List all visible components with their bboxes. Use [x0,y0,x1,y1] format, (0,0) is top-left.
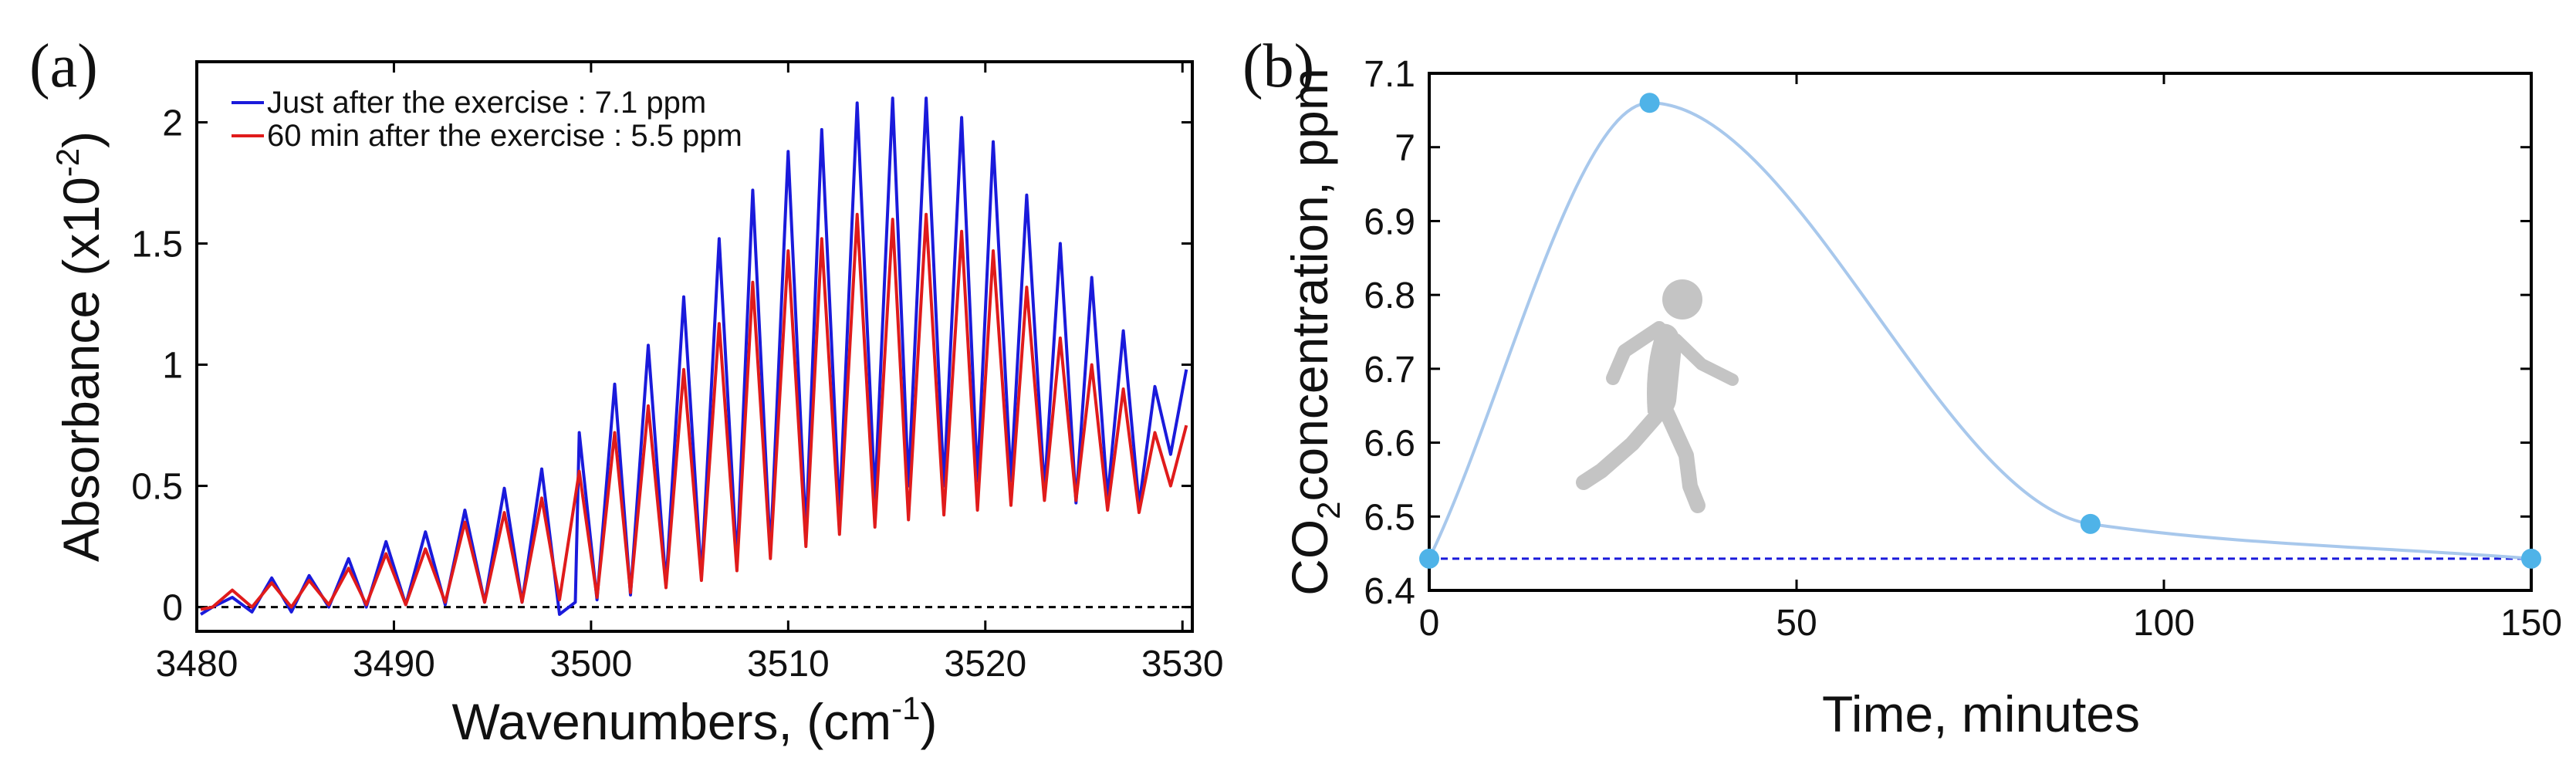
panel-b-y-tick-label: 7 [1394,128,1415,169]
panel-b-ylabel-subscript: 2 [1310,501,1347,519]
legend-label-just-after: Just after the exercise : 7.1 ppm [267,86,706,120]
panel-b-plot-area [1428,72,2533,592]
panel-a-x-tick-label: 3480 [156,644,238,685]
panel-a-xlabel-close: ) [921,693,938,750]
panel-b-x-tick-label: 150 [2500,603,2562,644]
panel-a-x-tick-label: 3490 [353,644,435,685]
panel-a-legend: Just after the exercise : 7.1 ppm 60 min… [232,86,742,153]
panel-b-y-tick-label: 7.1 [1364,54,1415,95]
panel-b-x-axis-label: Time, minutes [1822,685,2140,742]
panel-b-y-tick-label: 6.4 [1364,571,1415,612]
panel-b-x-ticks: 0 50 100 150 [1419,73,2562,644]
panel-b-ylabel-prefix: CO [1281,519,1338,596]
panel-b-x-tick-label: 50 [1776,603,1817,644]
panel-a-y-tick-label: 0 [162,588,183,629]
panel-b-label: (b) [1242,32,1314,100]
panel-a-ylabel-main: Absorbance (x10 [52,177,110,562]
panel-a-series [200,96,1188,616]
series-line-60-min [200,212,1188,611]
panel-b-y-tick-label: 6.8 [1364,276,1415,316]
panel-a-xlabel-main: Wavenumbers, (cm [451,693,891,750]
panel-a: (a) 0 0.5 1 1.5 2 3480 3490 3500 3510 3520 3530 J… [29,32,1224,750]
panel-a-x-tick-label: 3500 [550,644,633,685]
panel-a-y-tick-label: 2 [162,103,183,144]
panel-b-ylabel-suffix: concentration, ppm [1281,68,1338,501]
panel-a-x-ticks: 3480 3490 3500 3510 3520 3530 [156,62,1224,685]
panel-a-y-tick-label: 1 [162,346,183,387]
panel-a-y-tick-label: 1.5 [131,225,183,265]
panel-a-label: (a) [29,32,98,100]
panel-b-y-tick-label: 6.9 [1364,201,1415,242]
data-point-marker [2080,513,2101,534]
panel-a-y-axis-label: Absorbance (x10-2) [49,131,110,562]
panel-a-ylabel-close: ) [52,131,110,148]
panel-b: (b) 6.4 6.5 6.6 6.7 6.8 6.9 7 7.1 0 50 100 150 Tim… [1242,32,2562,742]
series-line-just-after [200,96,1188,616]
panel-a-x-tick-label: 3520 [944,644,1026,685]
panel-b-y-tick-label: 6.5 [1364,497,1415,538]
panel-b-y-tick-label: 6.7 [1364,350,1415,391]
panel-a-y-ticks: 0 0.5 1 1.5 2 [131,103,1192,629]
data-point-marker [1639,93,1660,113]
panel-b-y-ticks: 6.4 6.5 6.6 6.7 6.8 6.9 7 7.1 [1364,54,2531,612]
panel-a-xlabel-superscript: -1 [891,690,920,726]
legend-label-60-min: 60 min after the exercise : 5.5 ppm [267,119,742,153]
panel-a-x-axis-label: Wavenumbers, (cm-1) [451,690,937,750]
panel-b-smooth-curve [1428,101,2532,560]
panel-a-ylabel-superscript: -2 [49,148,86,177]
panel-b-y-axis-label: CO2concentration, ppm [1281,68,1347,596]
panel-a-y-tick-label: 0.5 [131,467,183,508]
running-person-icon [1576,279,1739,513]
panel-a-plot-area [195,60,1194,633]
panel-b-x-tick-label: 100 [2133,603,2195,644]
data-point-marker [1419,548,1439,569]
panel-a-x-tick-label: 3530 [1141,644,1224,685]
panel-a-x-tick-label: 3510 [747,644,830,685]
panel-b-y-tick-label: 6.6 [1364,424,1415,465]
data-point-marker [2521,548,2541,569]
panel-b-markers [1419,93,2541,569]
panel-b-x-tick-label: 0 [1419,603,1440,644]
